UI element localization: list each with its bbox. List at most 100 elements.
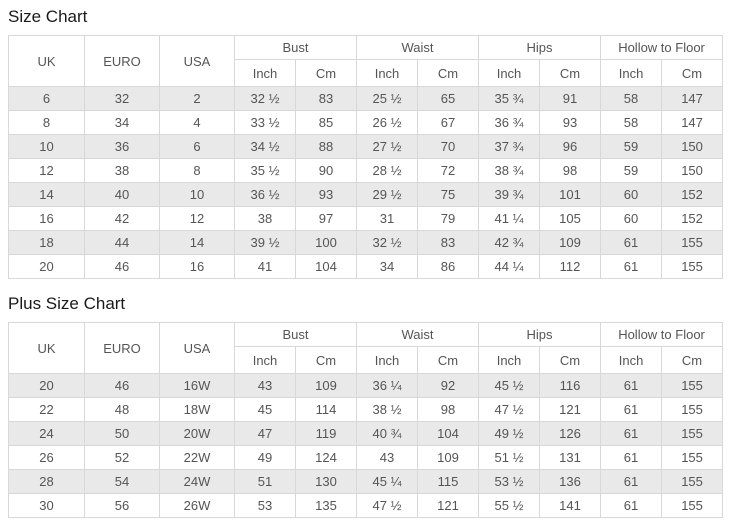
column-header-hollow-to-floor: Hollow to Floor: [600, 322, 724, 347]
table-cell: 38: [84, 158, 160, 183]
table-cell: 124: [294, 445, 358, 470]
table-cell: 29 ½: [356, 182, 419, 207]
plus-size-chart-table: UK EURO USA Bust Waist Hips Hollow to Fl…: [8, 322, 724, 518]
table-row: 18 44 14 39 ½ 100 32 ½ 83 42 ¾ 109 61 155: [8, 230, 724, 255]
table-cell: 52: [84, 445, 160, 470]
column-header-waist: Waist: [356, 35, 480, 60]
table-cell: 37 ¾: [478, 134, 541, 159]
table-cell: 47 ½: [478, 397, 541, 422]
table-cell: 58: [600, 110, 663, 135]
table-cell: 61: [600, 230, 663, 255]
table-cell: 12: [8, 158, 85, 183]
table-cell: 109: [539, 230, 602, 255]
table-cell: 25 ½: [356, 86, 419, 111]
sub-header-waist-inch: Inch: [356, 59, 419, 87]
table-row: 26 52 22W 49 124 43 109 51 ½ 131 61 155: [8, 445, 724, 470]
table-cell: 33 ½: [234, 110, 296, 135]
sub-header-hollow-inch: Inch: [600, 59, 663, 87]
table-cell: 36 ¾: [478, 110, 541, 135]
column-header-waist: Waist: [356, 322, 480, 347]
table-row: 8 34 4 33 ½ 85 26 ½ 67 36 ¾ 93 58 147: [8, 110, 724, 135]
table-cell: 53: [234, 493, 296, 518]
table-cell: 75: [417, 182, 480, 207]
table-cell: 59: [600, 158, 663, 183]
table-cell: 155: [661, 493, 724, 518]
sub-header-bust-inch: Inch: [234, 59, 296, 87]
table-cell: 61: [600, 254, 663, 279]
table-cell: 35 ½: [234, 158, 296, 183]
table-cell: 26: [8, 445, 85, 470]
sub-header-hollow-inch: Inch: [600, 346, 663, 374]
table-cell: 147: [661, 110, 724, 135]
group-header-row: UK EURO USA Bust Waist Hips Hollow to Fl…: [8, 322, 724, 374]
table-cell: 12: [159, 206, 235, 231]
table-cell: 45 ¼: [356, 469, 419, 494]
table-cell: 104: [417, 421, 480, 446]
table-cell: 39 ½: [234, 230, 296, 255]
table-cell: 83: [294, 86, 358, 111]
table-cell: 136: [539, 469, 602, 494]
table-cell: 42: [84, 206, 160, 231]
sub-header-bust-cm: Cm: [294, 346, 358, 374]
table-cell: 22W: [159, 445, 235, 470]
table-cell: 38: [234, 206, 296, 231]
sub-header-row: Inch Cm Inch Cm Inch Cm Inch Cm: [9, 346, 724, 374]
table-cell: 55 ½: [478, 493, 541, 518]
table-cell: 26 ½: [356, 110, 419, 135]
table-cell: 34 ½: [234, 134, 296, 159]
table-cell: 60: [600, 182, 663, 207]
table-cell: 155: [661, 373, 724, 398]
column-header-uk: UK: [8, 35, 85, 87]
column-header-bust: Bust: [233, 35, 358, 60]
table-cell: 85: [294, 110, 358, 135]
table-cell: 104: [294, 254, 358, 279]
table-cell: 60: [600, 206, 663, 231]
table-cell: 150: [661, 134, 724, 159]
table-cell: 54: [84, 469, 160, 494]
table-cell: 61: [600, 397, 663, 422]
table-cell: 51: [234, 469, 296, 494]
table-cell: 90: [294, 158, 358, 183]
table-cell: 26W: [159, 493, 235, 518]
table-cell: 100: [294, 230, 358, 255]
table-cell: 47: [234, 421, 296, 446]
column-header-hips: Hips: [478, 322, 602, 347]
table-cell: 6: [159, 134, 235, 159]
table-cell: 131: [539, 445, 602, 470]
table-cell: 22: [8, 397, 85, 422]
table-cell: 18W: [159, 397, 235, 422]
table-cell: 47 ½: [356, 493, 419, 518]
table-cell: 42 ¾: [478, 230, 541, 255]
size-chart-table: UK EURO USA Bust Waist Hips Hollow to Fl…: [8, 35, 724, 279]
table-row: 10 36 6 34 ½ 88 27 ½ 70 37 ¾ 96 59 150: [8, 134, 724, 159]
table-cell: 93: [294, 182, 358, 207]
table-cell: 16W: [159, 373, 235, 398]
table-cell: 130: [294, 469, 358, 494]
size-chart-body: 6 32 2 32 ½ 83 25 ½ 65 35 ¾ 91 58 147 8 3 4 4 33 ½ 85 26 …: [8, 86, 724, 279]
table-cell: 112: [539, 254, 602, 279]
table-cell: 44: [84, 230, 160, 255]
sub-header-waist-cm: Cm: [417, 59, 480, 87]
column-header-bust: Bust: [233, 322, 358, 347]
table-cell: 121: [417, 493, 480, 518]
table-cell: 8: [8, 110, 85, 135]
table-cell: 141: [539, 493, 602, 518]
plus-size-chart-body: 20 46 16W 43 109 36 ¼ 92 45 ½ 116 61 155 22 48 18W 45 1…: [8, 373, 724, 518]
table-cell: 38 ½: [356, 397, 419, 422]
table-cell: 49: [234, 445, 296, 470]
table-cell: 97: [294, 206, 358, 231]
table-cell: 126: [539, 421, 602, 446]
table-cell: 28: [8, 469, 85, 494]
table-cell: 101: [539, 182, 602, 207]
table-cell: 36: [84, 134, 160, 159]
table-cell: 16: [8, 206, 85, 231]
table-cell: 79: [417, 206, 480, 231]
table-cell: 14: [159, 230, 235, 255]
table-row: 30 56 26W 53 135 47 ½ 121 55 ½ 141 61 155: [8, 493, 724, 518]
table-row: 6 32 2 32 ½ 83 25 ½ 65 35 ¾ 91 58 147: [8, 86, 724, 111]
table-cell: 61: [600, 445, 663, 470]
table-cell: 45: [234, 397, 296, 422]
sub-header-hips-cm: Cm: [539, 59, 602, 87]
column-header-hollow-to-floor: Hollow to Floor: [600, 35, 724, 60]
table-cell: 31: [356, 206, 419, 231]
